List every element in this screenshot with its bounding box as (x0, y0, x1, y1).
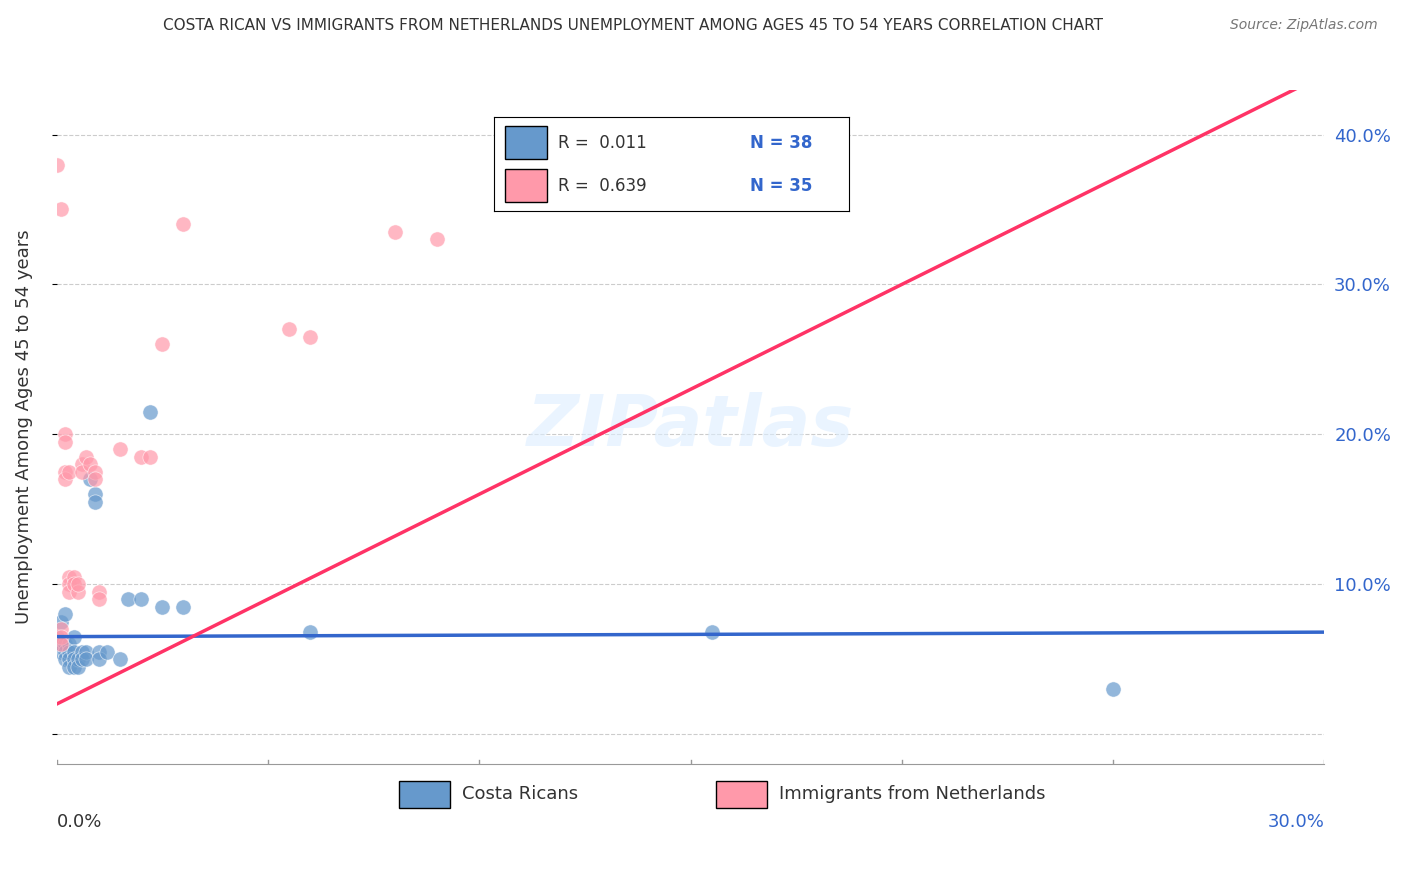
Point (45, 157, 67, 171)
Point (62, 630, 84, 644)
Point (129, 592, 152, 607)
Point (108, 442, 131, 457)
Point (58, 637, 80, 651)
Point (117, 592, 139, 607)
Point (62, 570, 84, 584)
Point (299, 625, 322, 640)
Point (70, 645, 93, 659)
Point (96, 645, 118, 659)
Point (49, 637, 72, 651)
Point (53, 472, 76, 486)
Point (108, 652, 131, 666)
Point (58, 652, 80, 666)
Point (172, 599, 194, 614)
Text: 0.0%: 0.0% (56, 814, 103, 831)
Point (83, 495, 105, 509)
Point (66, 584, 89, 599)
Point (53, 465, 76, 479)
Point (79, 457, 101, 471)
Text: Source: ZipAtlas.com: Source: ZipAtlas.com (1230, 18, 1378, 32)
Point (278, 322, 301, 336)
Point (53, 434, 76, 449)
Point (70, 465, 93, 479)
Point (66, 652, 89, 666)
Text: ZIPatlas: ZIPatlas (527, 392, 855, 461)
Text: Immigrants from Netherlands: Immigrants from Netherlands (779, 785, 1046, 804)
Point (53, 645, 76, 659)
Point (70, 457, 93, 471)
Point (53, 427, 76, 442)
Point (150, 599, 173, 614)
Point (53, 607, 76, 622)
Point (172, 218, 194, 232)
Text: COSTA RICAN VS IMMIGRANTS FROM NETHERLANDS UNEMPLOYMENT AMONG AGES 45 TO 54 YEAR: COSTA RICAN VS IMMIGRANTS FROM NETHERLAN… (163, 18, 1102, 33)
Point (150, 337, 173, 351)
Point (75, 450, 97, 464)
Point (53, 652, 76, 666)
Point (87, 592, 110, 607)
Point (58, 577, 80, 591)
Point (75, 652, 97, 666)
Point (83, 465, 105, 479)
FancyBboxPatch shape (716, 780, 766, 808)
Point (45, 630, 67, 644)
Point (79, 472, 101, 486)
Point (62, 652, 84, 666)
Point (49, 622, 72, 636)
Point (87, 645, 110, 659)
Point (138, 450, 160, 464)
Point (426, 232, 449, 246)
Point (58, 659, 80, 673)
Point (66, 659, 89, 673)
Point (138, 405, 160, 419)
Point (49, 637, 72, 651)
Point (62, 577, 84, 591)
Point (75, 645, 97, 659)
Point (1102, 682, 1125, 697)
Point (58, 645, 80, 659)
FancyBboxPatch shape (399, 780, 450, 808)
Text: 30.0%: 30.0% (1268, 814, 1324, 831)
Point (66, 577, 89, 591)
Point (49, 202, 72, 217)
Point (53, 637, 76, 651)
Text: Costa Ricans: Costa Ricans (463, 785, 578, 804)
Point (83, 472, 105, 486)
Point (129, 450, 152, 464)
Point (87, 652, 110, 666)
Y-axis label: Unemployment Among Ages 45 to 54 years: Unemployment Among Ages 45 to 54 years (15, 229, 32, 624)
Point (49, 645, 72, 659)
Point (49, 615, 72, 629)
Point (83, 487, 105, 501)
Point (58, 570, 80, 584)
Point (49, 630, 72, 644)
Point (384, 225, 406, 239)
Point (510, 150, 533, 164)
Point (62, 645, 84, 659)
Point (58, 465, 80, 479)
Point (70, 652, 93, 666)
Point (87, 584, 110, 599)
Point (58, 584, 80, 599)
Point (45, 637, 67, 651)
Point (700, 625, 723, 640)
Point (299, 330, 322, 344)
Point (62, 659, 84, 673)
